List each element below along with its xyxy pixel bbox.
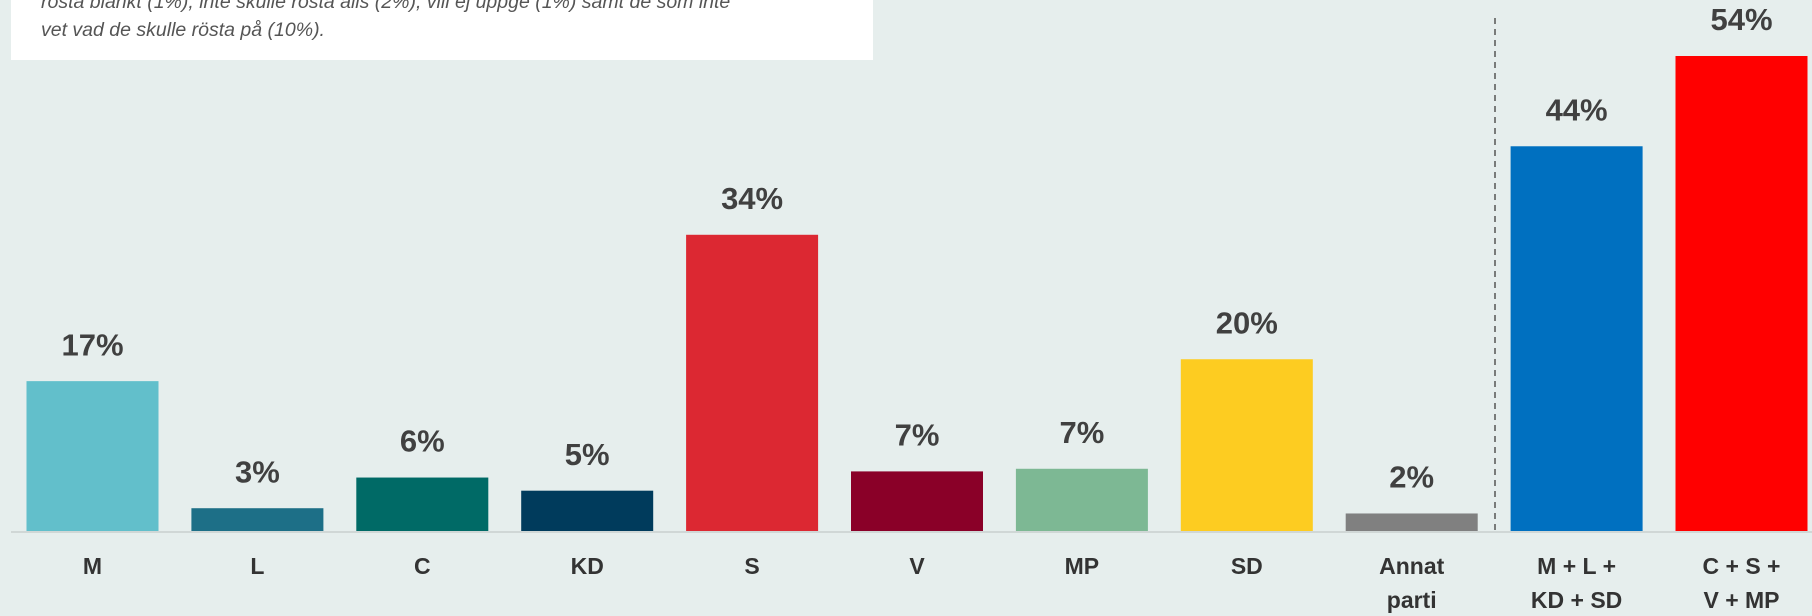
category-label: KD: [571, 553, 604, 579]
value-label: 2%: [1389, 460, 1434, 495]
category-label: C + S +: [1703, 553, 1781, 579]
bar: [26, 381, 159, 531]
bar: [356, 477, 489, 531]
bar: [1345, 513, 1478, 531]
bar: [686, 234, 819, 531]
bar: [1015, 468, 1148, 531]
value-label: 3%: [235, 454, 280, 489]
category-label: S: [744, 553, 759, 579]
value-label: 44%: [1546, 92, 1608, 127]
note-box: [11, 0, 873, 60]
value-label: 7%: [1059, 415, 1104, 450]
category-label: M + L +: [1537, 553, 1616, 579]
category-label: Annat: [1379, 553, 1445, 579]
bar: [191, 508, 324, 531]
note-line: rösta blankt (1%), inte skulle rösta all…: [41, 0, 730, 13]
category-label: parti: [1387, 587, 1437, 613]
bar: [1510, 146, 1643, 532]
category-label: KD + SD: [1531, 587, 1622, 613]
category-label: V + MP: [1703, 587, 1779, 613]
category-label: M: [83, 553, 102, 579]
category-label: MP: [1065, 553, 1100, 579]
category-label: SD: [1231, 553, 1263, 579]
category-label: V: [909, 553, 925, 579]
bar: [1180, 359, 1313, 531]
bar: [521, 490, 654, 531]
value-label: 6%: [400, 424, 445, 459]
category-label: C: [414, 553, 431, 579]
note-line: vet vad de skulle rösta på (10%).: [41, 19, 325, 41]
bar: [1675, 56, 1808, 531]
category-label: L: [250, 553, 264, 579]
value-label: 54%: [1710, 2, 1772, 37]
value-label: 5%: [565, 437, 610, 472]
value-label: 7%: [895, 418, 940, 453]
value-label: 34%: [721, 181, 783, 216]
value-label: 20%: [1216, 305, 1278, 340]
bar: [851, 471, 983, 531]
value-label: 17%: [61, 327, 123, 362]
